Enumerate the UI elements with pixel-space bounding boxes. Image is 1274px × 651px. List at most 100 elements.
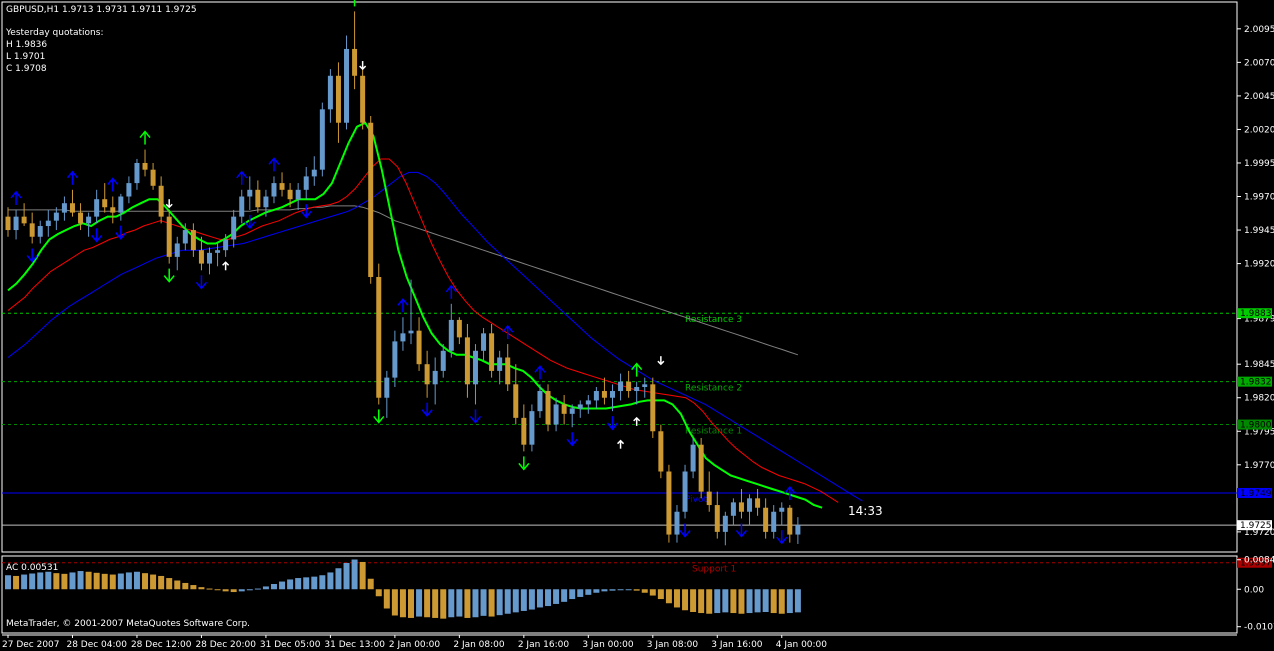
oscillator-bar — [561, 589, 568, 602]
candle-body — [448, 319, 454, 351]
oscillator-bar — [553, 589, 560, 604]
fractal-arrow — [107, 177, 119, 192]
x-tick-label: 3 Jan 16:00 — [711, 640, 763, 650]
oscillator-bar — [778, 589, 785, 614]
oscillator-bar — [601, 589, 608, 592]
current-price-box — [1237, 520, 1272, 531]
candle-body — [247, 189, 253, 197]
candle-body — [714, 505, 720, 532]
oscillator-bar — [133, 571, 140, 590]
signal-arrow — [222, 261, 230, 271]
oscillator-bar — [327, 572, 334, 590]
ma-long-line — [8, 205, 799, 356]
fractal-arrow — [353, 0, 356, 7]
candle-body — [424, 364, 430, 385]
signal-arrow-head — [165, 203, 173, 209]
x-tick-label: 2 Jan 08:00 — [453, 640, 505, 650]
signal-arrow-head — [359, 65, 367, 71]
candle-body — [279, 183, 285, 190]
fractal-arrow — [735, 523, 748, 538]
oscillator-pane-frame — [1, 555, 1238, 634]
fractal-arrow-head — [66, 170, 79, 179]
candle-body — [787, 507, 793, 535]
level-label: Resistance 2 — [685, 384, 742, 394]
level-price-label: 1.9697 — [1240, 559, 1272, 569]
oscillator-bar — [198, 587, 205, 590]
candle-body — [545, 391, 551, 425]
oscillator-bar — [754, 589, 761, 613]
yesterday-low: L 1.9701 — [6, 52, 46, 62]
oscillator-bar — [545, 589, 552, 607]
candle-body — [102, 199, 108, 208]
oscillator-bar — [37, 572, 44, 590]
oscillator-bar — [399, 589, 406, 618]
candle-body — [384, 377, 390, 398]
signal-arrow-head — [657, 360, 665, 366]
candle-body — [198, 250, 204, 264]
fractal-arrow-head — [397, 298, 409, 306]
candle-body — [239, 196, 245, 217]
fractal-arrow-head — [735, 529, 748, 538]
fractal-arrow-head — [679, 529, 691, 538]
fractal-arrow-head — [139, 130, 151, 139]
oscillator-bar — [279, 581, 286, 590]
candle-body — [392, 341, 398, 378]
candle-body — [263, 196, 269, 208]
candle-body — [53, 212, 59, 221]
oscillator-bar — [303, 577, 310, 590]
candle-body — [223, 239, 229, 251]
candle-body — [481, 333, 487, 351]
candle-body — [5, 216, 11, 231]
oscillator-bar — [335, 568, 342, 590]
candle-body — [432, 370, 438, 385]
candle-body — [593, 391, 599, 401]
oscillator-bar — [351, 559, 358, 590]
candle-body — [215, 250, 221, 253]
fractal-arrow — [502, 324, 514, 340]
x-tick-label: 28 Dec 04:00 — [66, 640, 127, 650]
signal-arrow — [657, 356, 665, 366]
signal-arrow — [165, 199, 173, 209]
oscillator-bar — [673, 589, 680, 608]
ma-mid-line — [7, 158, 839, 503]
signal-arrow — [633, 416, 641, 426]
oscillator-bar — [359, 561, 366, 590]
copyright-text: MetaTrader, © 2001-2007 MetaQuotes Softw… — [6, 619, 251, 629]
oscillator-bar — [665, 589, 672, 604]
signal-arrow-head — [617, 439, 625, 445]
oscillator-bar — [5, 575, 11, 590]
candle-body — [142, 162, 148, 170]
fractal-arrow — [784, 485, 796, 501]
candle-body — [118, 196, 124, 213]
candle-body — [440, 350, 446, 371]
fractal-arrow-head — [502, 324, 514, 333]
fractal-arrow-head — [534, 365, 546, 373]
fractal-arrow — [445, 284, 457, 299]
oscillator-bar — [287, 579, 294, 590]
candle-body — [666, 471, 672, 535]
candle-body — [738, 502, 744, 512]
fractal-arrow — [91, 228, 103, 243]
oscillator-bar — [536, 589, 543, 608]
candle-body — [21, 216, 27, 224]
fractal-arrow-head — [107, 177, 119, 185]
candle-body — [126, 183, 132, 197]
candle-body — [795, 525, 801, 535]
signal-arrow — [617, 439, 625, 449]
fractal-arrow-head — [91, 234, 103, 243]
candle-body — [730, 502, 736, 516]
candle-body — [585, 400, 591, 405]
y-tick-label: 1.9995 — [1244, 159, 1274, 169]
fractal-arrow — [236, 170, 248, 185]
y-tick-label: 1.9920 — [1244, 260, 1274, 270]
candle-body — [505, 357, 511, 385]
y-tick-label: 1.9970 — [1244, 193, 1274, 203]
y-tick-label: 1.9820 — [1244, 394, 1274, 404]
candle-body — [400, 333, 406, 342]
oscillator-bar — [488, 589, 495, 617]
oscillator-bar — [496, 589, 503, 616]
candle-body — [464, 337, 470, 385]
candle-body — [771, 511, 777, 532]
candle-body — [561, 404, 567, 414]
